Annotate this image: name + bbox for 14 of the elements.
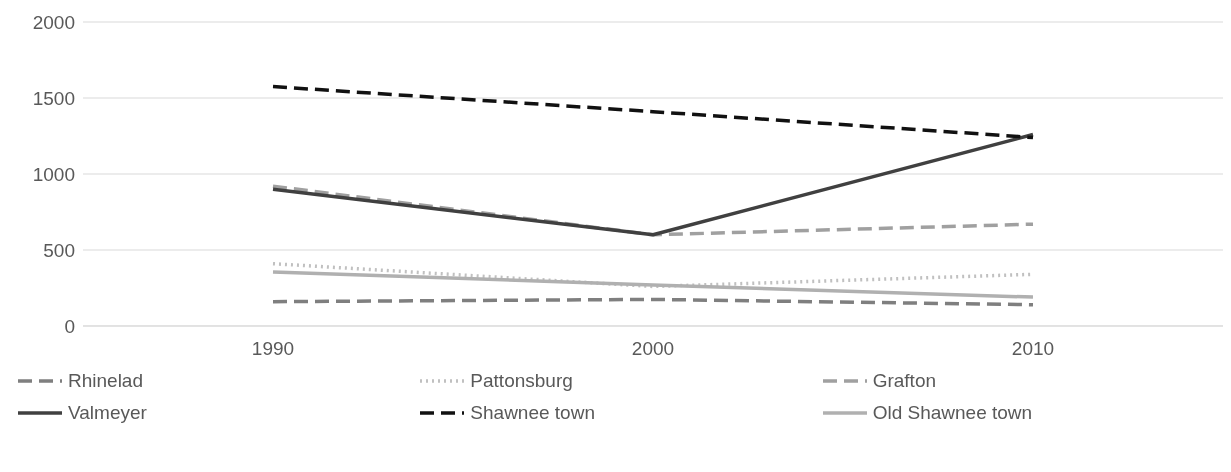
x-tick-label: 2010: [1011, 338, 1055, 360]
y-tick-label: 1500: [32, 87, 75, 109]
x-tick-label: 2000: [631, 338, 675, 360]
y-tick-label: 1000: [32, 163, 75, 185]
legend-label: Old Shawnee town: [872, 402, 1033, 424]
legend-label: Pattonsburg: [470, 370, 573, 392]
legend-label: Shawnee town: [470, 402, 595, 424]
y-tick-label: 2000: [32, 11, 75, 33]
legend-label: Grafton: [872, 370, 937, 392]
y-tick-label: 500: [43, 239, 75, 261]
legend-label: Valmeyer: [68, 402, 147, 424]
legend-label: Rhinelad: [68, 370, 143, 392]
y-tick-label: 0: [64, 315, 75, 337]
x-tick-label: 1990: [251, 338, 295, 360]
